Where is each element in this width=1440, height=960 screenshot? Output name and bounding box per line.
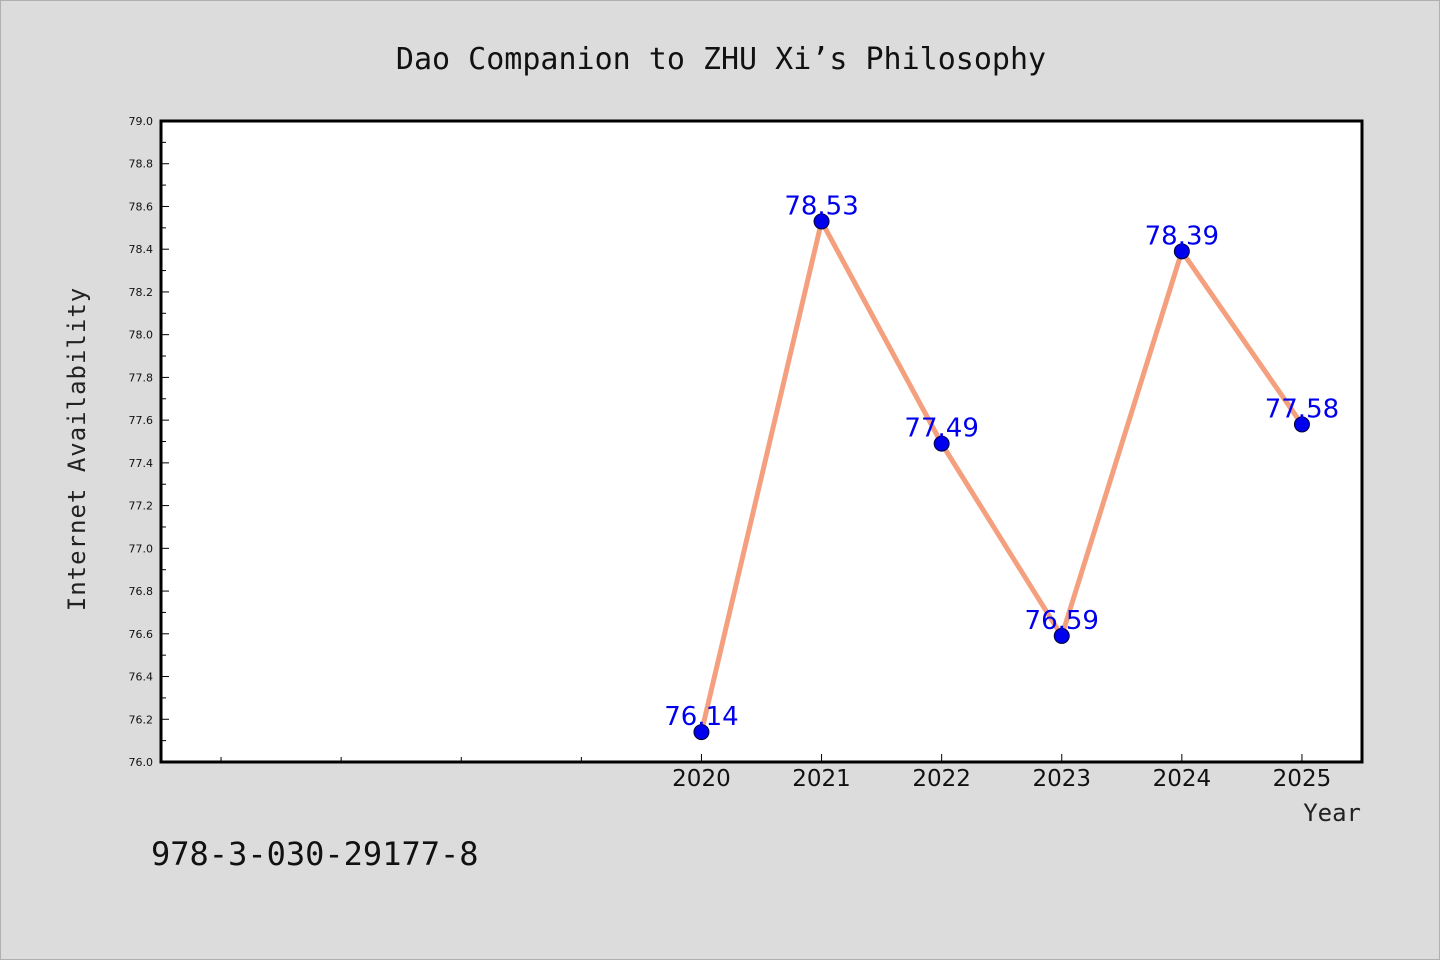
plot-area [159, 119, 1364, 764]
x-tick-label: 2022 [912, 766, 971, 792]
y-axis-label: Internet Availability [63, 287, 91, 611]
y-tick-label: 76.0 [129, 756, 154, 769]
data-label: 77.58 [1265, 394, 1339, 424]
data-label: 78.39 [1145, 221, 1219, 251]
data-label: 76.14 [664, 702, 738, 732]
data-series [693, 213, 1310, 741]
y-tick-label: 76.6 [129, 628, 154, 641]
data-label: 76.59 [1025, 606, 1099, 636]
y-tick-label: 76.8 [129, 585, 154, 598]
y-tick-label: 78.0 [129, 329, 154, 342]
x-axis: 2020 2021 2022 2023 2024 2025 [220, 754, 1332, 792]
y-axis: 76.0 76.2 76.4 76.6 76.8 77.0 77.2 77.4 77.6 77.8… [129, 115, 169, 769]
y-tick-label: 77.6 [129, 414, 154, 427]
y-tick-label: 78.8 [129, 158, 154, 171]
y-tick-label: 77.4 [129, 457, 154, 470]
x-tick-label: 2021 [792, 766, 851, 792]
chart-title: Dao Companion to ZHU Xi’s Philosophy [396, 42, 1046, 77]
isbn-footer: 978-3-030-29177-8 [151, 835, 479, 873]
y-tick-label: 79.0 [129, 115, 154, 128]
y-tick-label: 78.6 [129, 200, 154, 213]
x-tick-label: 2023 [1032, 766, 1091, 792]
y-tick-label: 78.4 [129, 243, 154, 256]
data-point [693, 724, 710, 741]
y-tick-label: 76.4 [129, 671, 154, 684]
y-tick-label: 77.8 [129, 371, 154, 384]
data-label: 77.49 [904, 414, 978, 444]
data-point [1293, 416, 1310, 433]
x-tick-label: 2024 [1153, 766, 1212, 792]
y-tick-label: 78.2 [129, 286, 154, 299]
data-point [933, 435, 950, 452]
data-point [1053, 627, 1070, 644]
y-tick-label: 77.2 [129, 500, 154, 513]
data-label: 78.53 [784, 191, 858, 221]
x-axis-label: Year [1303, 799, 1361, 827]
y-tick-label: 77.0 [129, 542, 154, 555]
x-tick-label: 2025 [1273, 766, 1332, 792]
y-tick-label: 76.2 [129, 713, 154, 726]
data-point [1173, 243, 1190, 260]
x-tick-label: 2020 [672, 766, 731, 792]
data-labels: 76.14 78.53 77.49 76.59 78.39 77.58 [664, 191, 1339, 732]
data-point [813, 213, 830, 230]
series-line [698, 218, 1305, 735]
